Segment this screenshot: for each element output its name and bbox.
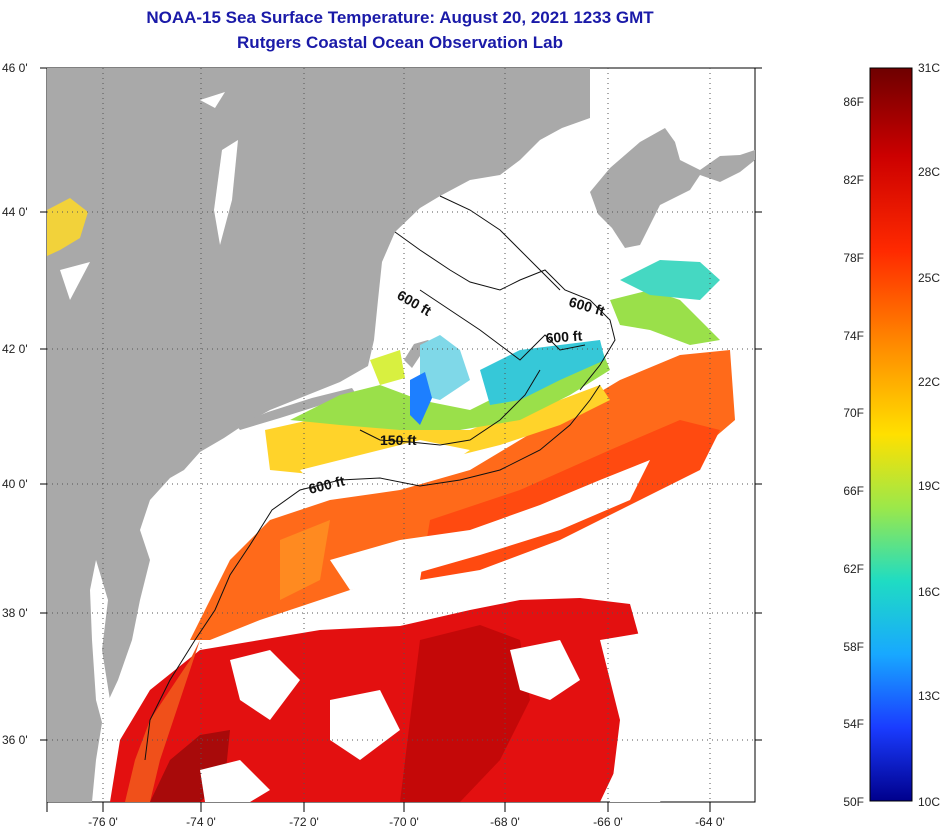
cb-f-70: 70F: [843, 406, 864, 420]
lon-label-74: -74 0': [186, 815, 216, 829]
inland-cloud-3: [60, 262, 90, 300]
cb-f-86: 86F: [843, 95, 864, 109]
lat-label-46: 46 0': [2, 61, 28, 75]
lat-label-36: 36 0': [2, 733, 28, 747]
delaware-bay: [150, 500, 180, 535]
sst-data-layer: [110, 260, 740, 802]
cb-f-66: 66F: [843, 484, 864, 498]
cb-f-54: 54F: [843, 717, 864, 731]
map-title: NOAA-15 Sea Surface Temperature: August …: [146, 8, 654, 27]
cb-f-74: 74F: [843, 329, 864, 343]
frame-ticks: [40, 67, 762, 812]
lat-label-42: 42 0': [2, 342, 28, 356]
graticule: [47, 68, 755, 802]
cb-c-13: 13C: [918, 689, 940, 703]
cb-c-22: 22C: [918, 375, 940, 389]
lon-label-68: -68 0': [490, 815, 520, 829]
lon-label-72: -72 0': [289, 815, 319, 829]
cb-f-82: 82F: [843, 173, 864, 187]
cb-c-28: 28C: [918, 165, 940, 179]
cb-f-50: 50F: [843, 795, 864, 809]
inland-cloud-1: [200, 92, 225, 108]
lat-label-38: 38 0': [2, 606, 28, 620]
chesapeake-bay: [90, 560, 110, 730]
isobath-label-3: 600 ft: [545, 327, 583, 346]
land-mass: [47, 68, 755, 802]
lon-label-66: -66 0': [593, 815, 623, 829]
map-area: 600 ft 600 ft 600 ft 150 ft 600 ft: [47, 68, 755, 802]
lon-label-64: -64 0': [695, 815, 725, 829]
cb-c-31: 31C: [918, 61, 940, 75]
cb-c-16: 16C: [918, 585, 940, 599]
cb-f-78: 78F: [843, 251, 864, 265]
lon-label-76: -76 0': [88, 815, 118, 829]
cb-c-19: 19C: [918, 479, 940, 493]
cb-f-58: 58F: [843, 640, 864, 654]
cb-c-10: 10C: [918, 795, 940, 809]
isobath-contours: [144, 195, 616, 761]
cb-f-62: 62F: [843, 562, 864, 576]
lon-label-70: -70 0': [389, 815, 419, 829]
isobath-label-4: 150 ft: [380, 432, 417, 448]
lat-label-44: 44 0': [2, 205, 28, 219]
colorbar: [869, 67, 913, 802]
lat-label-40: 40 0': [2, 477, 28, 491]
map-subtitle: Rutgers Coastal Ocean Observation Lab: [237, 33, 563, 52]
inland-cloud-2: [214, 140, 238, 245]
cb-c-25: 25C: [918, 271, 940, 285]
long-island: [236, 388, 356, 430]
